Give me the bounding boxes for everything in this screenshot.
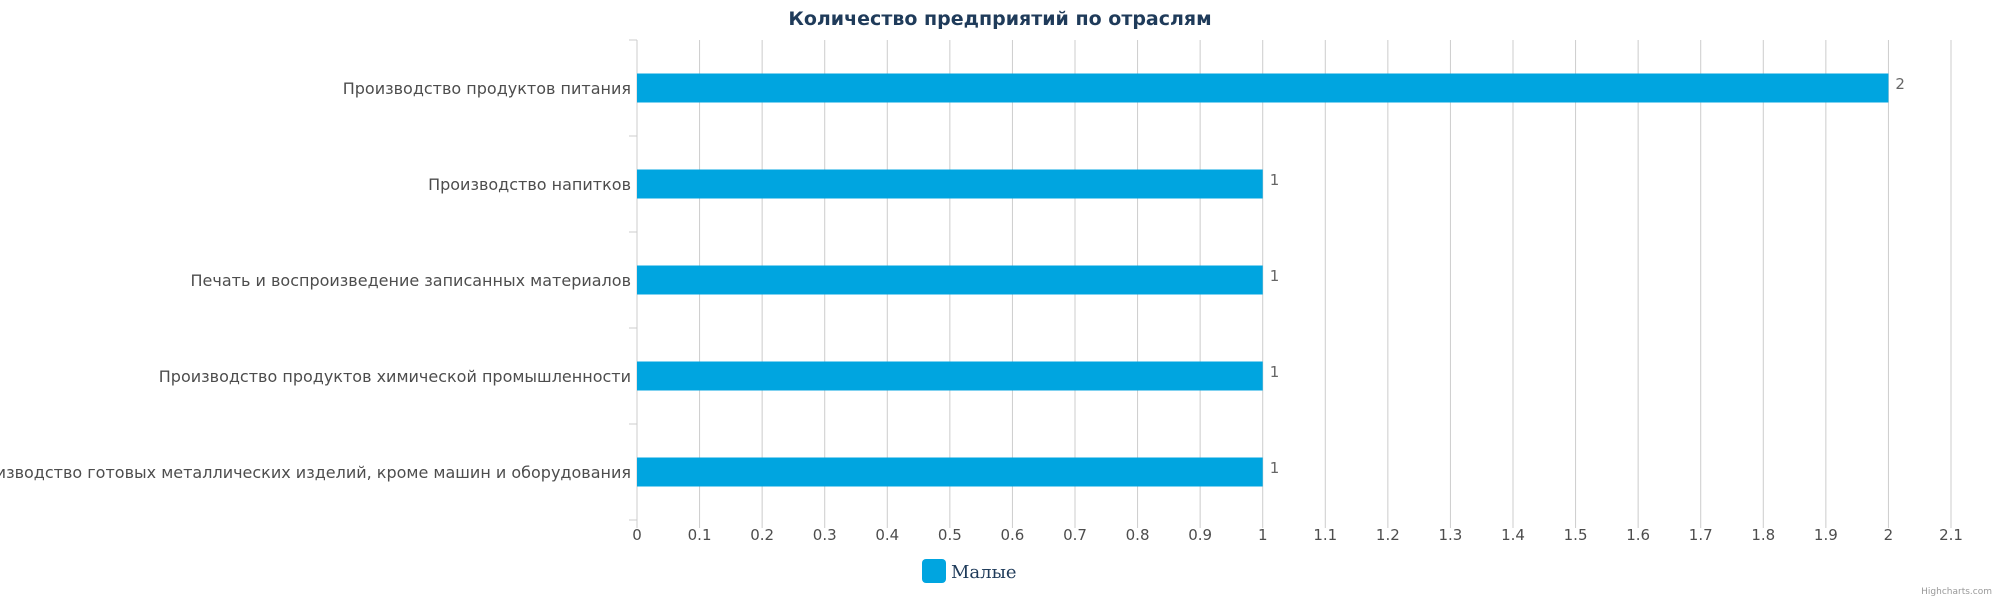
x-tick-label: 1.7 (1689, 526, 1713, 544)
data-label: 1 (1270, 171, 1280, 189)
x-tick-label: 0.5 (938, 526, 962, 544)
x-tick-label: 0.3 (813, 526, 837, 544)
x-tick-label: 0.7 (1063, 526, 1087, 544)
legend-label[interactable]: Малые (951, 562, 1017, 583)
credit-link[interactable]: Highcharts.com (1921, 587, 1992, 597)
x-tick-label: 2 (1884, 526, 1894, 544)
category-label: Производство готовых металлических издел… (0, 463, 631, 482)
bar[interactable] (637, 457, 1263, 487)
category-label: Печать и воспроизведение записанных мате… (191, 271, 631, 290)
data-label: 1 (1270, 363, 1280, 381)
x-tick-label: 1.5 (1564, 526, 1588, 544)
x-tick-label: 0.1 (688, 526, 712, 544)
x-tick-label: 1.4 (1501, 526, 1525, 544)
bar[interactable] (637, 73, 1889, 103)
x-tick-label: 1.2 (1376, 526, 1400, 544)
x-tick-label: 1.9 (1814, 526, 1838, 544)
x-tick-label: 0.4 (875, 526, 899, 544)
x-tick-label: 1.3 (1438, 526, 1462, 544)
data-label: 1 (1270, 267, 1280, 285)
data-label: 2 (1895, 75, 1905, 93)
legend[interactable]: Малые (922, 559, 1017, 583)
bar[interactable] (637, 361, 1263, 391)
x-axis-ticks: 0 0.1 0.2 0.3 0.4 0.5 0.6 0.7 0.8 0.9 1 1.1 1.2 1.3 1.… (632, 526, 1963, 544)
bars (637, 73, 1889, 487)
x-tick-label: 1.6 (1626, 526, 1650, 544)
category-label: Производство продуктов химической промыш… (159, 367, 631, 386)
category-label: Производство продуктов питания (343, 79, 631, 98)
data-label: 1 (1270, 459, 1280, 477)
x-tick-label: 2.1 (1939, 526, 1963, 544)
legend-swatch[interactable] (922, 559, 946, 583)
x-tick-label: 0.8 (1126, 526, 1150, 544)
x-tick-label: 0.2 (750, 526, 774, 544)
bar[interactable] (637, 265, 1263, 295)
category-label: Производство напитков (428, 175, 631, 194)
x-tick-label: 0.9 (1188, 526, 1212, 544)
category-labels: Производство продуктов питания Производст… (0, 79, 631, 482)
data-labels: 2 1 1 1 1 (1270, 75, 1905, 477)
x-tick-label: 1.8 (1751, 526, 1775, 544)
x-tick-label: 1 (1258, 526, 1268, 544)
bar[interactable] (637, 169, 1263, 199)
chart-title: Количество предприятий по отраслям (788, 8, 1211, 30)
x-tick-label: 0.6 (1000, 526, 1024, 544)
x-tick-label: 1.1 (1313, 526, 1337, 544)
x-tick-label: 0 (632, 526, 642, 544)
